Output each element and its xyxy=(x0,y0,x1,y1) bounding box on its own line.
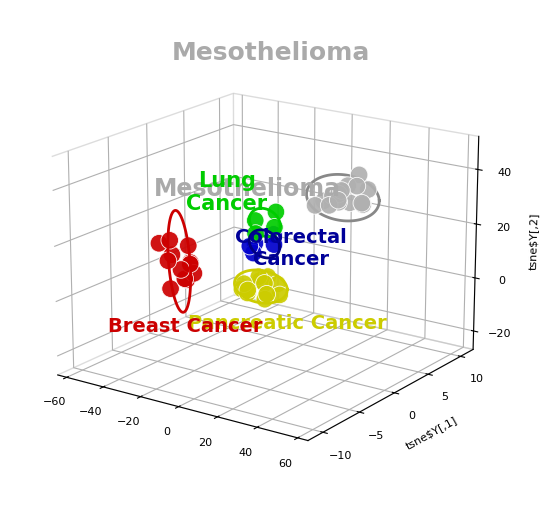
Y-axis label: tsne$Y[,1]: tsne$Y[,1] xyxy=(403,414,458,451)
Text: Mesothelioma: Mesothelioma xyxy=(172,41,370,65)
